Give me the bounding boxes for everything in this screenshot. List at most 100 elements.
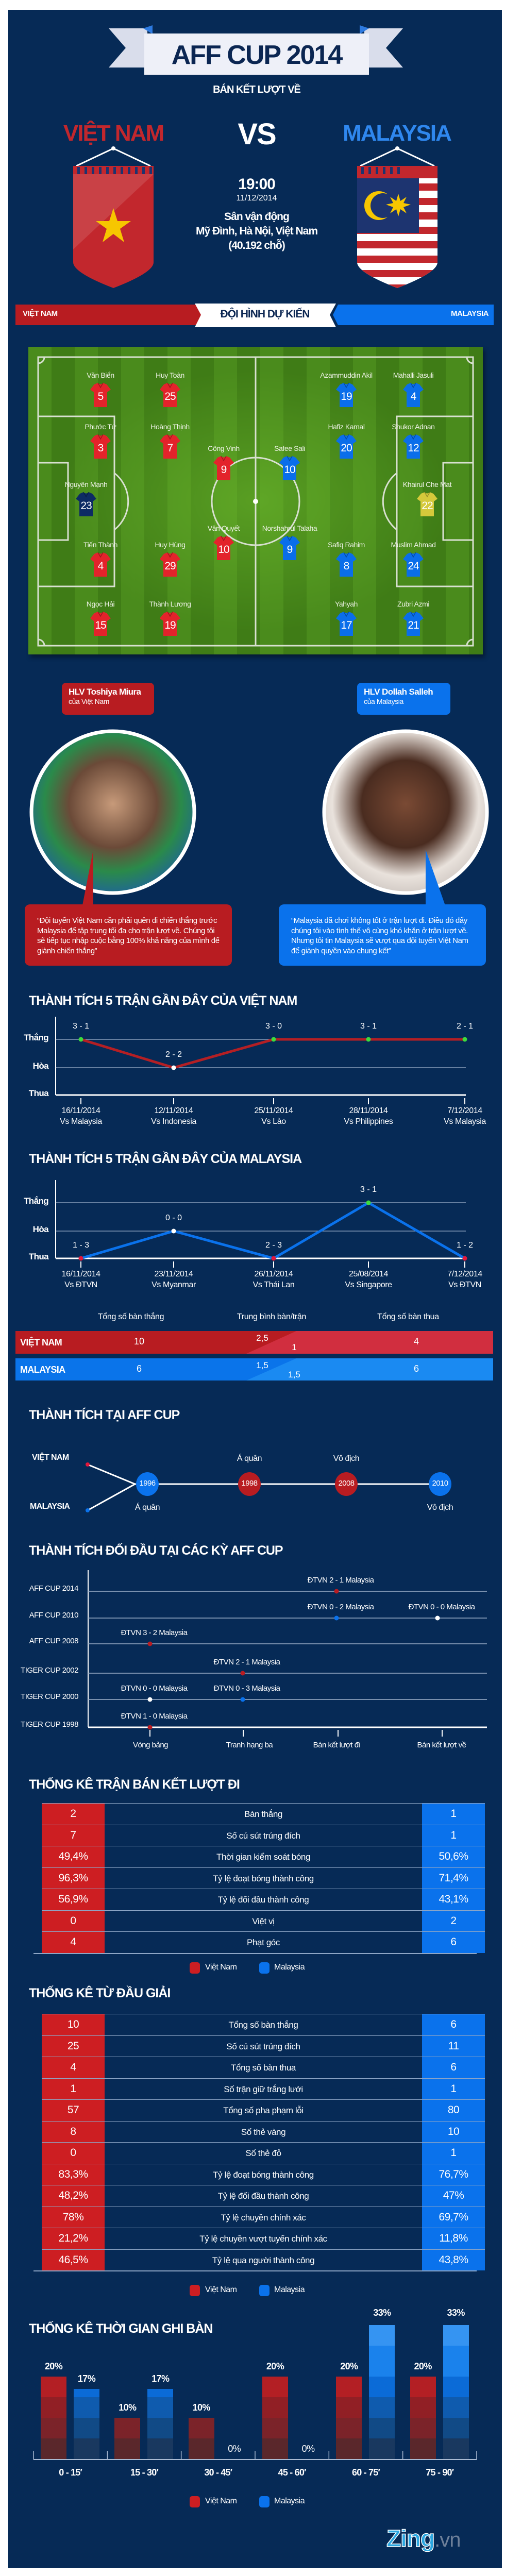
shirt-shape bbox=[336, 434, 357, 459]
stats-row: 10 Tổng số bàn thắng 6 bbox=[42, 2014, 485, 2035]
achievement-label: Á quân bbox=[237, 1454, 262, 1463]
player-name: Yahyah bbox=[334, 600, 358, 608]
form-vietnam-title: THÀNH TÍCH 5 TRẬN GẦN ĐÂY CỦA VIỆT NAM bbox=[29, 994, 297, 1008]
legend-label: Malaysia bbox=[274, 2497, 305, 2505]
player-name: Hafiz Kamal bbox=[328, 423, 365, 431]
shirt-shape bbox=[160, 612, 180, 636]
venue: Sân vận động Mỹ Đình, Hà Nội, Việt Nam (… bbox=[196, 210, 318, 253]
stat-label: Số trận giữ trắng lưới bbox=[224, 2084, 303, 2094]
sun-star-icon bbox=[386, 194, 411, 216]
achievement-label: Vô địch bbox=[333, 1454, 360, 1463]
data-point bbox=[171, 1065, 176, 1070]
away-value: 1 bbox=[422, 2078, 485, 2099]
legend-label: Malaysia bbox=[274, 2285, 305, 2294]
summary-team: MALAYSIA bbox=[20, 1365, 65, 1375]
away-value: 1 bbox=[422, 1804, 485, 1825]
home-value: 0 bbox=[42, 2143, 105, 2164]
bar-malaysia bbox=[443, 2323, 469, 2459]
match-score: ĐTVN 0 - 3 Malaysia bbox=[213, 1684, 280, 1693]
stats-row: 0 Việt vị 2 bbox=[42, 1910, 485, 1931]
summary-avg-for: 2,5 bbox=[256, 1333, 268, 1343]
semifinal-stats-title: THỐNG KÊ TRẬN BÁN KẾT LƯỢT ĐI bbox=[29, 1777, 240, 1792]
infographic: AFF CUP 2014 BÁN KẾT LƯỢT VỀ VIỆT NAM VS… bbox=[8, 10, 502, 2568]
match-dot bbox=[147, 1641, 153, 1646]
stat-label: Việt vị bbox=[252, 1916, 275, 1926]
ribbon-left-tail bbox=[109, 28, 147, 68]
x-tick-opponent: Vs Thái Lan bbox=[252, 1281, 295, 1289]
shirt-icon bbox=[213, 535, 234, 560]
shirt-collar bbox=[287, 535, 293, 542]
shirt-icon bbox=[279, 456, 300, 480]
x-tick-opponent: Vs ĐTVN bbox=[448, 1281, 481, 1289]
year-circle bbox=[335, 1472, 358, 1496]
stats-row: 8 Số thẻ vàng 10 bbox=[42, 2120, 485, 2142]
x-tick-label: 0 - 15′ bbox=[59, 2467, 82, 2478]
home-value: 2 bbox=[42, 1804, 105, 1825]
data-point bbox=[78, 1037, 83, 1042]
malaysia-flag-pennant bbox=[357, 146, 437, 288]
home-value: 0 bbox=[42, 1910, 105, 1931]
x-tick-opponent: Vs Singapore bbox=[345, 1281, 392, 1289]
player-name: Safiq Rahim bbox=[328, 541, 365, 549]
x-tick-date: 7/12/2014 bbox=[447, 1106, 482, 1115]
x-tick-opponent: Vs Malaysia bbox=[60, 1117, 102, 1126]
stats-row: 56,9% Tỷ lệ đối đầu thành công 43,1% bbox=[42, 1889, 485, 1910]
tournament-stats-title: THỐNG KÊ TỪ ĐẦU GIẢI bbox=[29, 1986, 171, 2000]
data-label: 0% bbox=[228, 2444, 241, 2454]
data-point bbox=[271, 1256, 276, 1261]
data-label: 20% bbox=[340, 2361, 358, 2371]
match-dot bbox=[147, 1725, 153, 1730]
shirt-icon bbox=[279, 535, 300, 560]
player-name: Safee Sali bbox=[274, 444, 305, 452]
home-value: 7 bbox=[42, 1825, 105, 1846]
away-value: 71,4% bbox=[422, 1867, 485, 1889]
shirt-number: 19 bbox=[341, 391, 352, 402]
away-value: 10 bbox=[422, 2121, 485, 2142]
coach-name: HLV Dollah Salleh bbox=[364, 687, 433, 697]
shirt-collar bbox=[424, 492, 430, 498]
timeline-away-label: MALAYSIA bbox=[30, 1502, 70, 1511]
stats-row: 46,5% Tỷ lệ qua người thành công 43,8% bbox=[42, 2249, 485, 2270]
stat-label: Tỷ lệ qua người thành công bbox=[212, 2255, 315, 2265]
venue-line: Mỹ Đình, Hà Nội, Việt Nam bbox=[196, 225, 318, 237]
shirt-collar bbox=[343, 611, 349, 617]
bar-vietnam bbox=[336, 2377, 362, 2459]
shirt-number: 10 bbox=[284, 464, 295, 476]
data-label-score: 1 - 3 bbox=[72, 1241, 90, 1250]
y-tick-label: Thua bbox=[28, 1252, 49, 1261]
coach-label-malaysia: HLV Dollah Salleh của Malaysia bbox=[357, 683, 450, 715]
data-point bbox=[78, 1256, 83, 1261]
home-value: 49,4% bbox=[42, 1846, 105, 1867]
player-name: Thành Lương bbox=[149, 600, 191, 608]
x-tick-opponent: Vs Lào bbox=[261, 1117, 286, 1126]
player-name: Shukor Adnan bbox=[392, 423, 435, 431]
away-value: 1 bbox=[422, 2143, 485, 2164]
shirt-icon bbox=[417, 492, 437, 516]
shirt-number: 20 bbox=[341, 442, 352, 454]
stat-label: Tổng số pha phạm lỗi bbox=[223, 2106, 304, 2115]
shirt-collar bbox=[167, 552, 173, 558]
data-label: 20% bbox=[266, 2361, 284, 2371]
pitch-markings bbox=[37, 356, 474, 647]
summary-row-vietnam: VIỆT NAM 10 2,5 1 4 bbox=[15, 1331, 493, 1354]
x-axis-svg bbox=[33, 2451, 477, 2460]
stat-label: Số cú sút trúng đích bbox=[226, 2041, 300, 2051]
shirt-shape bbox=[160, 383, 180, 407]
y-tick-label: Thua bbox=[28, 1088, 49, 1098]
bar-malaysia bbox=[74, 2389, 99, 2459]
brand-suffix: .vn bbox=[434, 2529, 461, 2551]
coach-team: của Việt Nam bbox=[69, 697, 109, 705]
form-chart-svg bbox=[55, 1017, 467, 1104]
venue-line: Sân vận động bbox=[224, 211, 290, 223]
data-label: 33% bbox=[373, 2308, 391, 2318]
stage-label: Bán kết lượt đi bbox=[313, 1741, 360, 1749]
player-name: Ngọc Hải bbox=[86, 600, 115, 608]
summary-scored: 10 bbox=[133, 1336, 145, 1346]
data-label-score: 2 - 3 bbox=[265, 1241, 282, 1250]
stage-label: Bán kết lượt về bbox=[417, 1741, 466, 1749]
data-point bbox=[462, 1256, 467, 1261]
stat-label: Tỷ lệ chuyền vượt tuyến chính xác bbox=[199, 2234, 327, 2244]
timeline-home-label: VIỆT NAM bbox=[32, 1453, 69, 1462]
data-label: 33% bbox=[447, 2308, 465, 2318]
player-name: Zubri Azmi bbox=[397, 600, 430, 608]
